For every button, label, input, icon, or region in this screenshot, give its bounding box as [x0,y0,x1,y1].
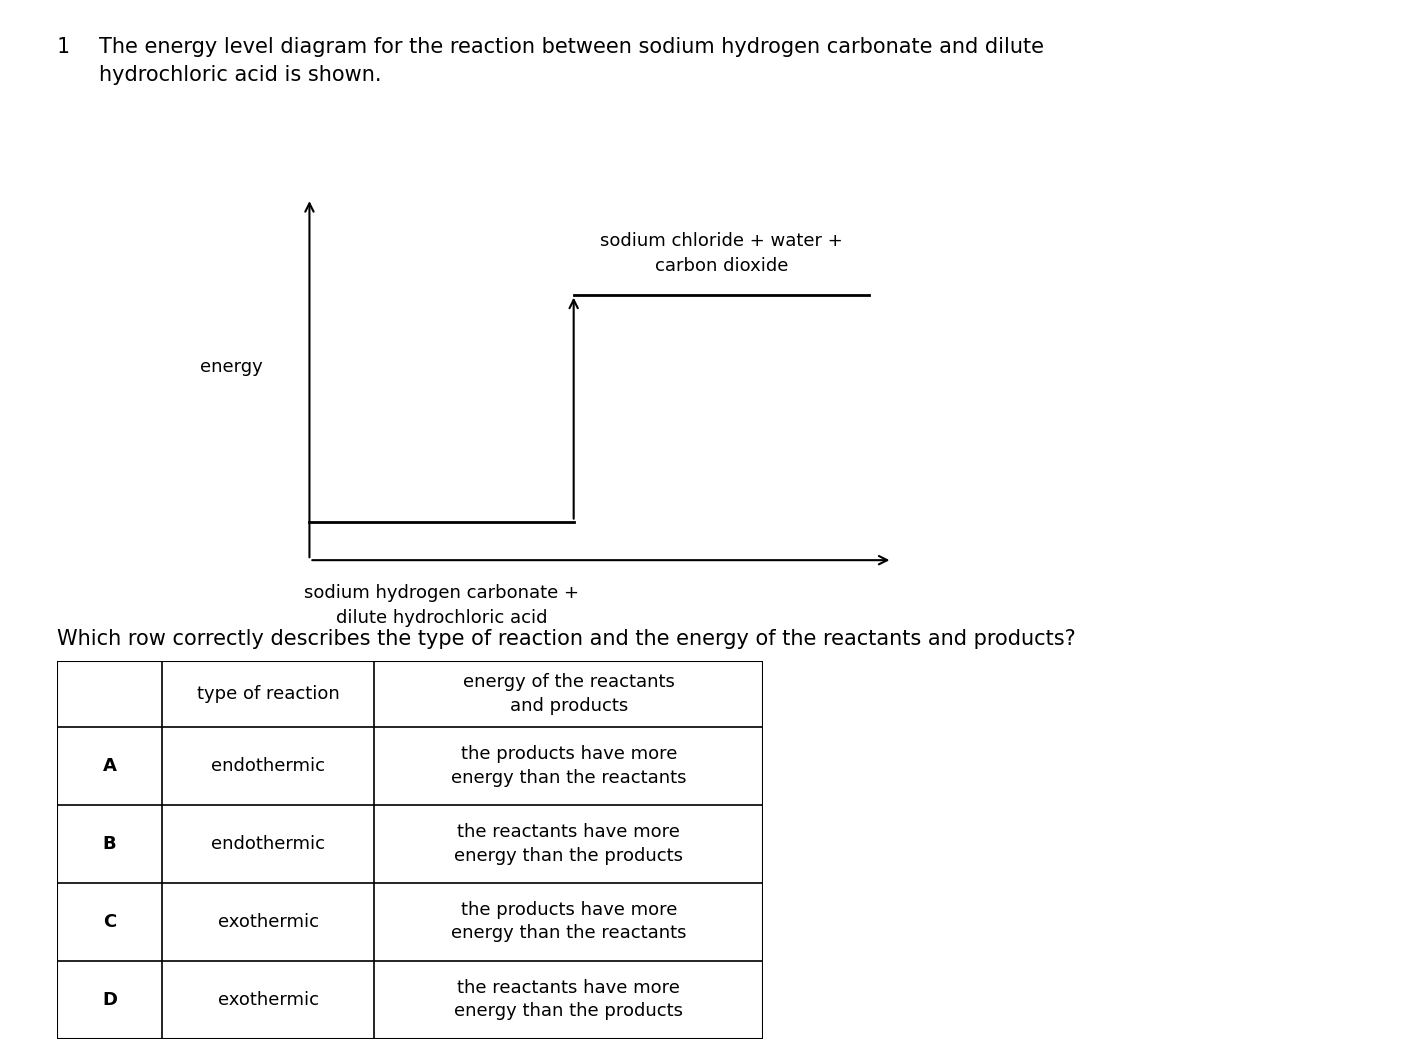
Text: exothermic: exothermic [218,990,319,1008]
Text: The energy level diagram for the reaction between sodium hydrogen carbonate and : The energy level diagram for the reactio… [99,37,1044,85]
Text: A: A [103,757,116,775]
Text: the reactants have more
energy than the products: the reactants have more energy than the … [454,823,684,864]
Text: B: B [103,835,116,853]
Text: endothermic: endothermic [212,835,325,853]
Text: C: C [103,913,116,930]
Text: type of reaction: type of reaction [196,685,341,703]
Text: endothermic: endothermic [212,757,325,775]
Text: Which row correctly describes the type of reaction and the energy of the reactan: Which row correctly describes the type o… [57,629,1075,649]
Text: energy of the reactants
and products: energy of the reactants and products [463,673,674,714]
Text: energy: energy [201,358,263,377]
Text: the products have more
energy than the reactants: the products have more energy than the r… [451,745,687,787]
Text: the products have more
energy than the reactants: the products have more energy than the r… [451,901,687,942]
Text: sodium hydrogen carbonate +
dilute hydrochloric acid: sodium hydrogen carbonate + dilute hydro… [304,584,579,627]
Text: D: D [102,990,117,1008]
Text: 1: 1 [57,37,69,57]
Text: the reactants have more
energy than the products: the reactants have more energy than the … [454,979,684,1021]
Text: sodium chloride + water +
carbon dioxide: sodium chloride + water + carbon dioxide [601,233,842,276]
Text: exothermic: exothermic [218,913,319,930]
